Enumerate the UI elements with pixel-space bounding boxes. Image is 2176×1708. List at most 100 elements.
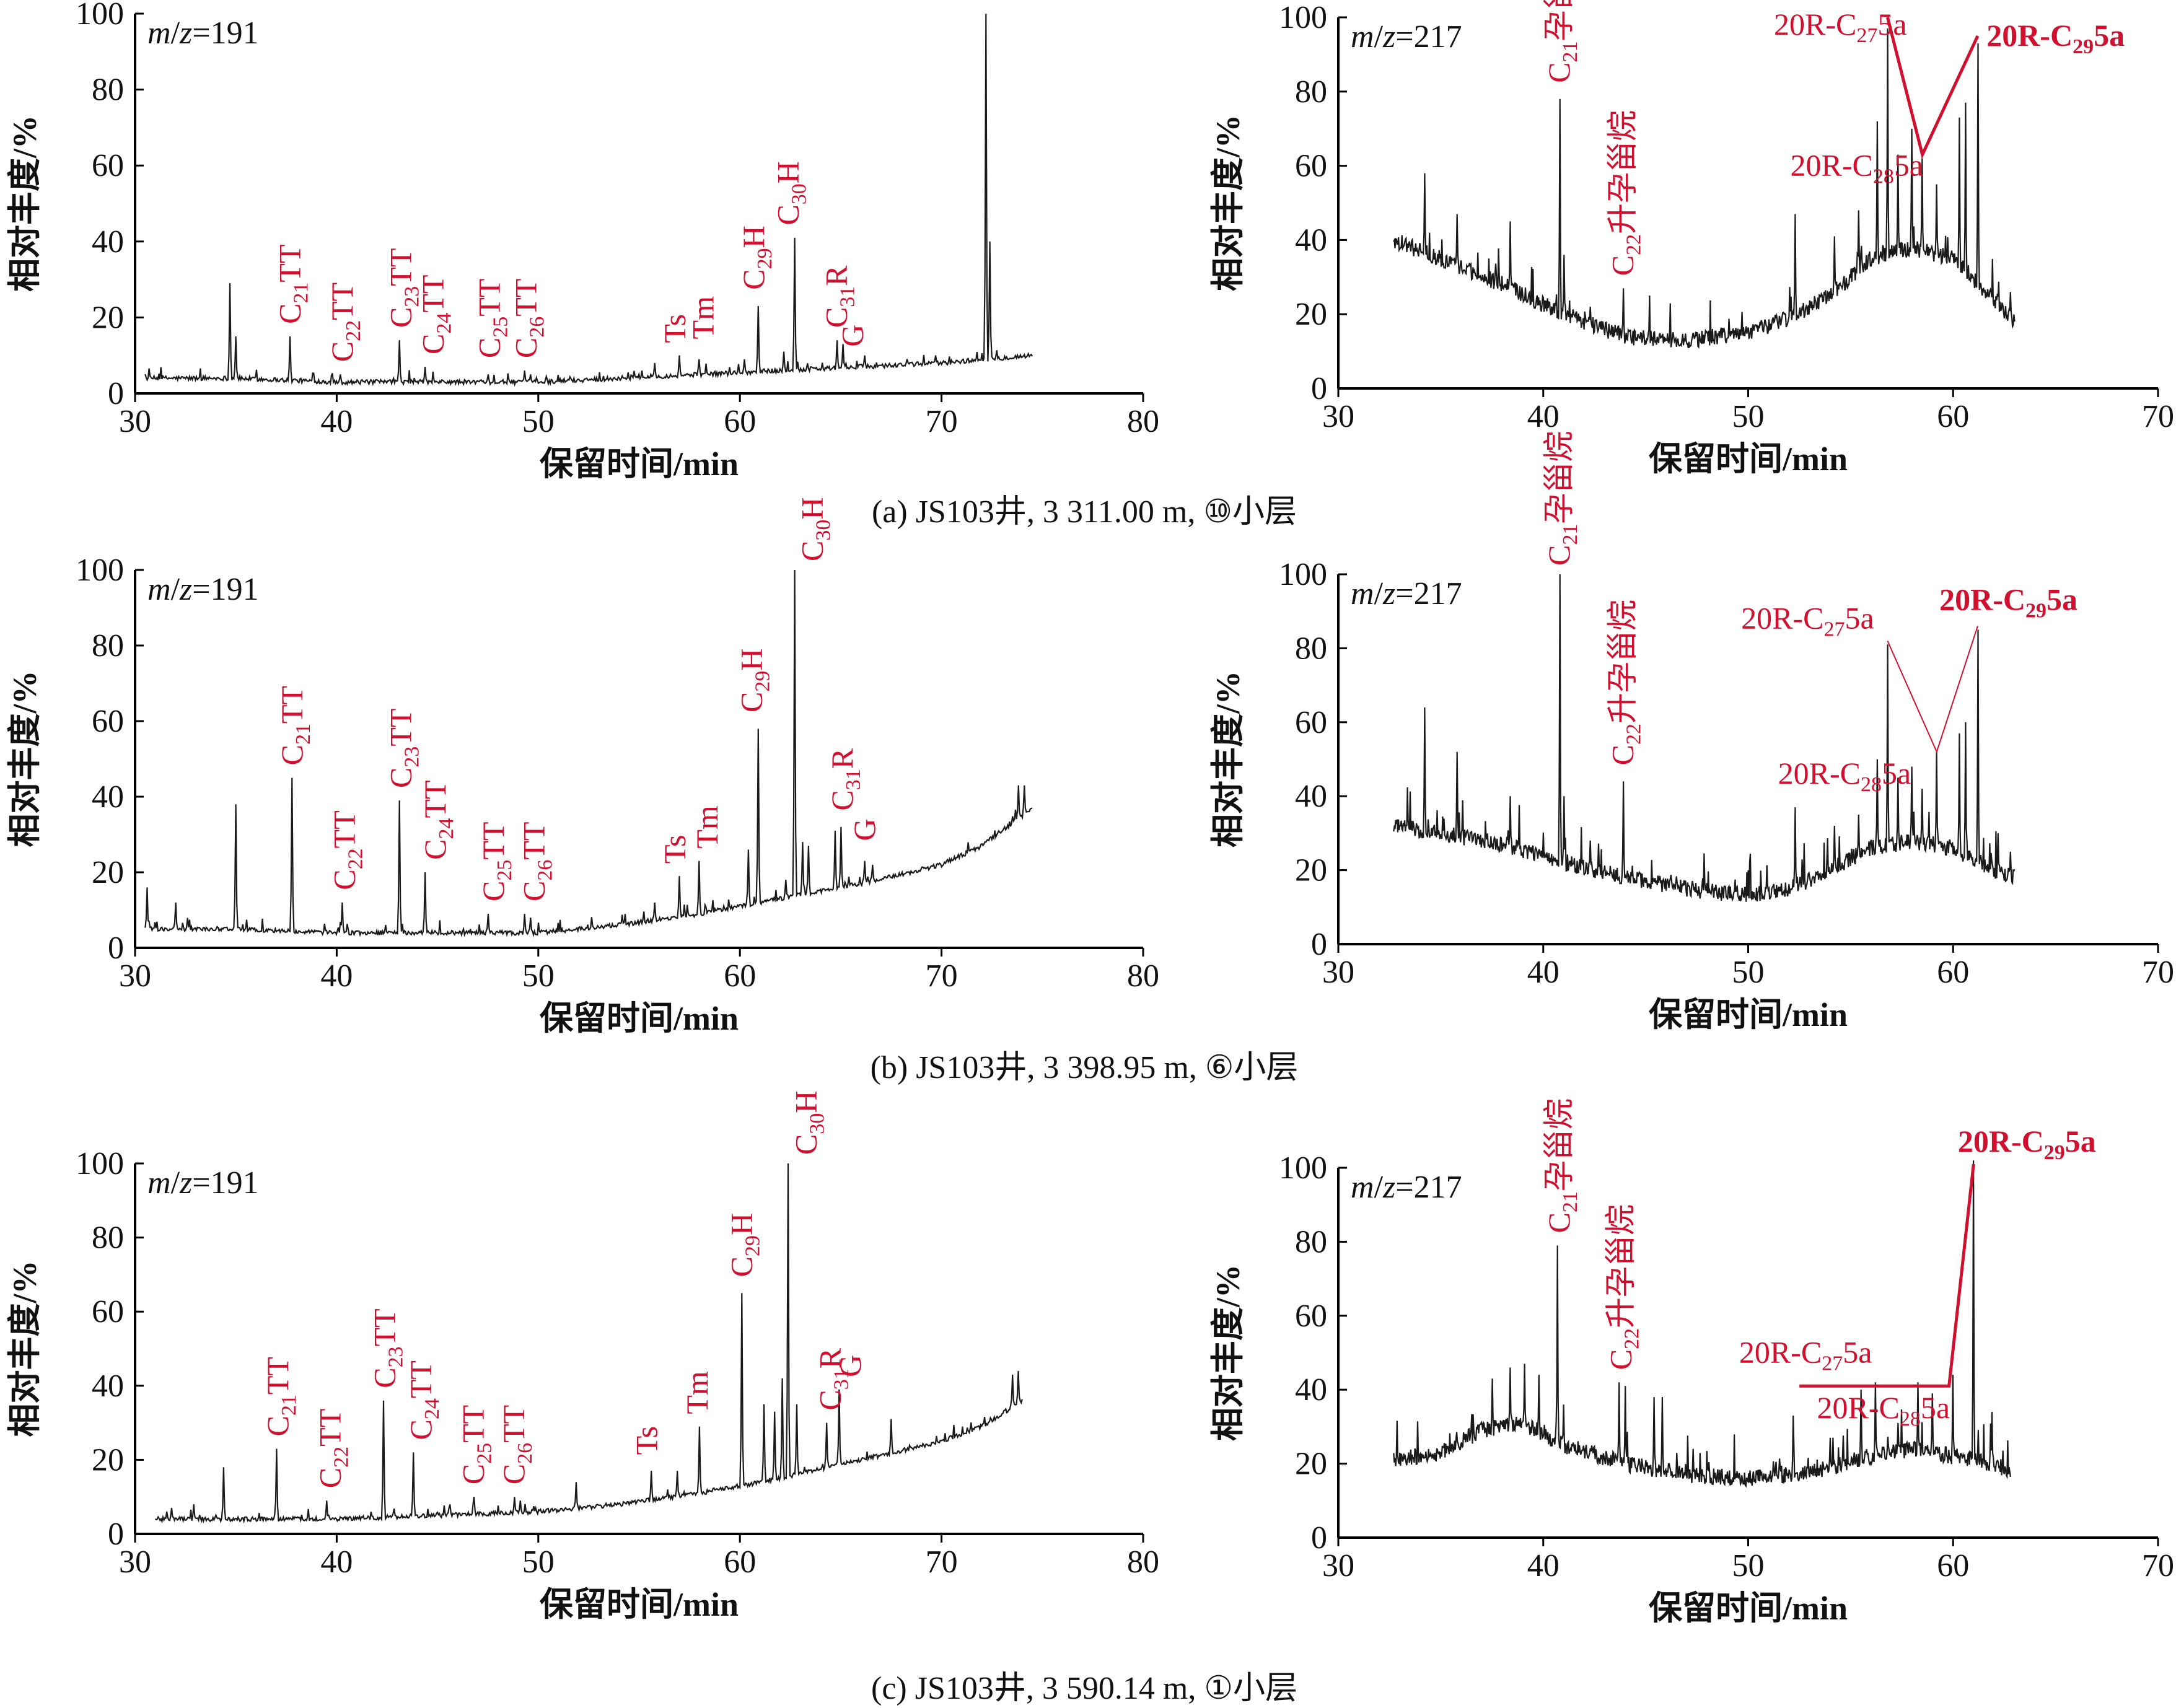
mz-label: m/z=191	[147, 15, 259, 51]
x-tick-label: 30	[1322, 1548, 1354, 1583]
sterane-connector	[1799, 1163, 1975, 1388]
x-axis-label: 保留时间/min	[1649, 440, 1848, 478]
peak-annotation: C21TT	[274, 686, 315, 765]
x-tick-label: 60	[724, 1544, 756, 1580]
y-tick-label: 40	[1295, 1372, 1327, 1408]
y-axis-label: 相对丰度/%	[6, 1260, 43, 1437]
peak-annotation: C21孕甾烷	[1542, 431, 1582, 566]
y-tick-label: 20	[1295, 1447, 1327, 1482]
peak-annotation: C29H	[736, 226, 776, 289]
x-tick-label: 50	[1732, 399, 1765, 434]
x-tick-label: 50	[1732, 955, 1765, 990]
peak-annotation: Ts	[657, 834, 692, 864]
x-tick-label: 60	[724, 958, 756, 994]
x-tick-label: 50	[1732, 1548, 1765, 1583]
y-tick-label: 40	[1295, 779, 1327, 814]
chromatogram-trace	[144, 13, 1033, 387]
peak-annotation: Tm	[680, 1371, 714, 1414]
peak-annotation: C22升孕甾烷	[1603, 1204, 1643, 1370]
y-tick-label: 0	[108, 1517, 124, 1552]
chromatogram-trace	[154, 1163, 1023, 1524]
peak-annotation: 20R-C285a	[1778, 756, 1911, 796]
peak-annotation: C21孕甾烷	[1542, 0, 1582, 83]
peak-annotation: Tm	[686, 296, 721, 339]
peak-annotation: C29H	[734, 649, 774, 712]
sterane-connector	[1887, 626, 1978, 754]
peak-annotation: C22升孕甾烷	[1605, 600, 1646, 765]
panel-a-right: 30 40 50 60 70 0 20 40 60 80 100 保留时间/min 相对丰度/% m/z=…	[1209, 0, 2174, 478]
y-tick-label: 60	[92, 704, 124, 739]
y-tick-label: 20	[92, 300, 124, 335]
y-tick-label: 100	[1279, 1150, 1327, 1186]
y-tick-label: 40	[1295, 222, 1327, 258]
peak-annotation: C24TT	[418, 780, 458, 859]
mz-label: m/z=191	[147, 1165, 259, 1201]
x-tick-label: 40	[320, 958, 353, 994]
caption-b: (b) JS103井, 3 398.95 m, ⑥小层	[871, 1050, 1299, 1085]
peak-annotation: C30H	[794, 497, 835, 561]
peak-annotation: Ts	[657, 314, 692, 343]
peak-annotation: C29H	[724, 1213, 764, 1277]
chromatogram-trace	[1393, 28, 2016, 349]
peak-annotation: C25TT	[476, 822, 516, 901]
panel-b-right: 30 40 50 60 70 0 20 40 60 80 100 保留时间/min 相对丰度/% m/z=…	[1209, 431, 2174, 1033]
mz-label: m/z=217	[1351, 1170, 1462, 1205]
y-axis-label: 相对丰度/%	[1209, 1264, 1247, 1441]
y-tick-label: 100	[76, 0, 124, 32]
peak-annotation: 20R-C295a	[1958, 1124, 2096, 1164]
y-tick-label: 100	[1279, 0, 1327, 35]
peak-annotation: 20R-C275a	[1739, 1334, 1872, 1375]
y-tick-label: 0	[1311, 371, 1327, 406]
peak-annotation: C31R	[818, 265, 859, 328]
y-axis-label: 相对丰度/%	[6, 115, 43, 292]
peak-annotation: 20R-C295a	[1986, 18, 2125, 58]
peak-annotation: G	[833, 1355, 867, 1377]
y-tick-label: 80	[92, 628, 124, 663]
peak-annotation: C23TT	[367, 1308, 407, 1388]
x-axis-label: 保留时间/min	[1649, 1590, 1848, 1627]
y-tick-label: 80	[92, 1220, 124, 1256]
x-tick-label: 30	[119, 1544, 151, 1580]
x-tick-label: 40	[320, 1544, 353, 1580]
peak-annotation: C31R	[825, 748, 865, 810]
x-tick-label: 30	[119, 958, 151, 994]
y-tick-label: 40	[92, 1369, 124, 1404]
y-tick-label: 0	[108, 376, 124, 411]
y-tick-label: 20	[1295, 297, 1327, 332]
mz-label: m/z=191	[147, 572, 259, 607]
y-tick-label: 80	[1295, 631, 1327, 666]
x-axis-label: 保留时间/min	[540, 1586, 739, 1623]
y-tick-label: 20	[1295, 853, 1327, 888]
x-tick-label: 50	[522, 404, 555, 439]
y-tick-label: 60	[1295, 149, 1327, 184]
x-tick-label: 30	[119, 404, 151, 439]
peak-annotation: 20R-C275a	[1774, 7, 1907, 47]
y-tick-label: 40	[92, 779, 124, 815]
sterane-connector	[1885, 17, 1980, 160]
y-tick-label: 100	[1279, 557, 1327, 592]
y-tick-label: 80	[1295, 1224, 1327, 1259]
peak-annotation: C22TT	[327, 810, 367, 890]
y-tick-label: 80	[92, 72, 124, 108]
mz-label: m/z=217	[1351, 576, 1462, 611]
y-tick-label: 0	[1311, 927, 1327, 962]
y-axis-label: 相对丰度/%	[6, 670, 43, 847]
peak-annotation: C23TT	[384, 248, 424, 328]
caption-c: (c) JS103井, 3 590.14 m, ①小层	[871, 1671, 1297, 1706]
y-tick-label: 60	[92, 148, 124, 183]
peak-annotation: C21TT	[260, 1357, 301, 1436]
panel-c-right: 30 40 50 60 70 0 20 40 60 80 100 保留时间/min 相对丰度/% m/z=…	[1209, 1098, 2174, 1627]
peak-annotation: 20R-C285a	[1791, 148, 1924, 188]
mz-label: m/z=217	[1351, 19, 1462, 55]
x-tick-label: 60	[724, 404, 756, 439]
y-tick-label: 60	[92, 1294, 124, 1329]
peak-annotation: C24TT	[403, 1360, 444, 1440]
chromatogram-trace	[144, 569, 1033, 938]
x-tick-label: 80	[1127, 404, 1159, 439]
x-tick-label: 70	[926, 958, 958, 994]
peak-annotation: C23TT	[384, 709, 424, 788]
x-axis-label: 保留时间/min	[540, 1000, 739, 1037]
peak-annotation: Tm	[690, 805, 724, 849]
x-tick-label: 50	[522, 1544, 555, 1580]
